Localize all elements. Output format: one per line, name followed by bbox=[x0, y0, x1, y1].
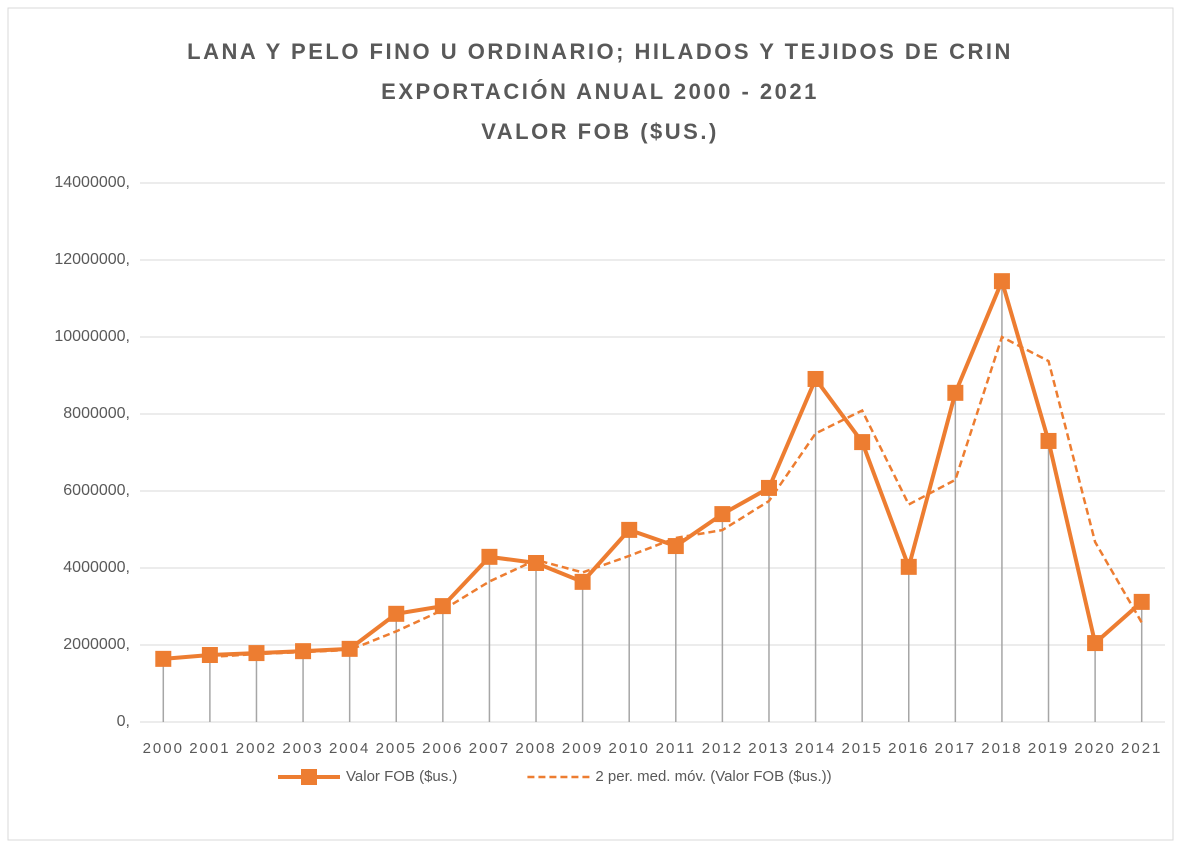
marker bbox=[481, 548, 498, 565]
legend-marker bbox=[301, 769, 317, 785]
marker bbox=[341, 640, 358, 657]
y-tick-label: 8000000, bbox=[63, 405, 130, 422]
x-tick-label: 2009 bbox=[562, 740, 603, 757]
x-tick-label: 2012 bbox=[702, 740, 743, 757]
x-tick-label: 2020 bbox=[1074, 740, 1115, 757]
x-tick-label: 2013 bbox=[748, 740, 789, 757]
y-tick-label: 4000000, bbox=[63, 559, 130, 576]
marker bbox=[201, 647, 218, 664]
y-tick-label: 2000000, bbox=[63, 636, 130, 653]
x-tick-label: 2004 bbox=[329, 740, 370, 757]
marker bbox=[1087, 635, 1104, 652]
series-line bbox=[209, 335, 1143, 659]
chart-title: LANA Y PELO FINO U ORDINARIO; HILADOS Y … bbox=[187, 39, 1013, 64]
y-tick-label: 6000000, bbox=[63, 482, 130, 499]
series-line bbox=[163, 275, 1144, 661]
x-tick-label: 2006 bbox=[422, 740, 463, 757]
x-tick-label: 2016 bbox=[888, 740, 929, 757]
y-tick-label: 14000000, bbox=[54, 174, 130, 191]
x-tick-label: 2021 bbox=[1121, 740, 1162, 757]
marker bbox=[574, 573, 591, 590]
marker bbox=[1133, 593, 1150, 610]
x-tick-label: 2015 bbox=[841, 740, 882, 757]
x-tick-label: 2002 bbox=[236, 740, 277, 757]
marker bbox=[295, 643, 312, 660]
x-tick-label: 2019 bbox=[1028, 740, 1069, 757]
marker bbox=[993, 273, 1010, 290]
marker bbox=[248, 645, 265, 662]
marker bbox=[854, 434, 871, 451]
legend-label: 2 per. med. móv. (Valor FOB ($us.)) bbox=[595, 768, 831, 785]
marker bbox=[807, 370, 824, 387]
marker bbox=[714, 506, 731, 523]
x-tick-label: 2000 bbox=[143, 740, 184, 757]
x-tick-label: 2010 bbox=[609, 740, 650, 757]
y-tick-label: 0, bbox=[117, 713, 130, 730]
marker bbox=[155, 650, 172, 667]
x-tick-label: 2008 bbox=[515, 740, 556, 757]
chart-title: VALOR FOB ($US.) bbox=[481, 119, 719, 144]
marker bbox=[947, 384, 964, 401]
marker bbox=[900, 558, 917, 575]
y-tick-label: 12000000, bbox=[54, 251, 130, 268]
marker bbox=[667, 538, 684, 555]
marker bbox=[388, 605, 405, 622]
x-tick-label: 2003 bbox=[282, 740, 323, 757]
x-tick-label: 2011 bbox=[656, 740, 696, 757]
x-tick-label: 2005 bbox=[376, 740, 417, 757]
marker bbox=[760, 479, 777, 496]
marker bbox=[528, 554, 545, 571]
x-tick-label: 2014 bbox=[795, 740, 836, 757]
x-tick-label: 2001 bbox=[189, 740, 230, 757]
x-tick-label: 2017 bbox=[935, 740, 976, 757]
chart-border bbox=[7, 7, 1174, 841]
marker bbox=[621, 521, 638, 538]
marker bbox=[1040, 432, 1057, 449]
x-tick-label: 2007 bbox=[469, 740, 510, 757]
x-tick-label: 2018 bbox=[981, 740, 1022, 757]
marker bbox=[434, 598, 451, 615]
legend-label: Valor FOB ($us.) bbox=[346, 768, 457, 785]
y-tick-label: 10000000, bbox=[54, 328, 130, 345]
chart-title: EXPORTACIÓN ANUAL 2000 - 2021 bbox=[381, 79, 819, 104]
